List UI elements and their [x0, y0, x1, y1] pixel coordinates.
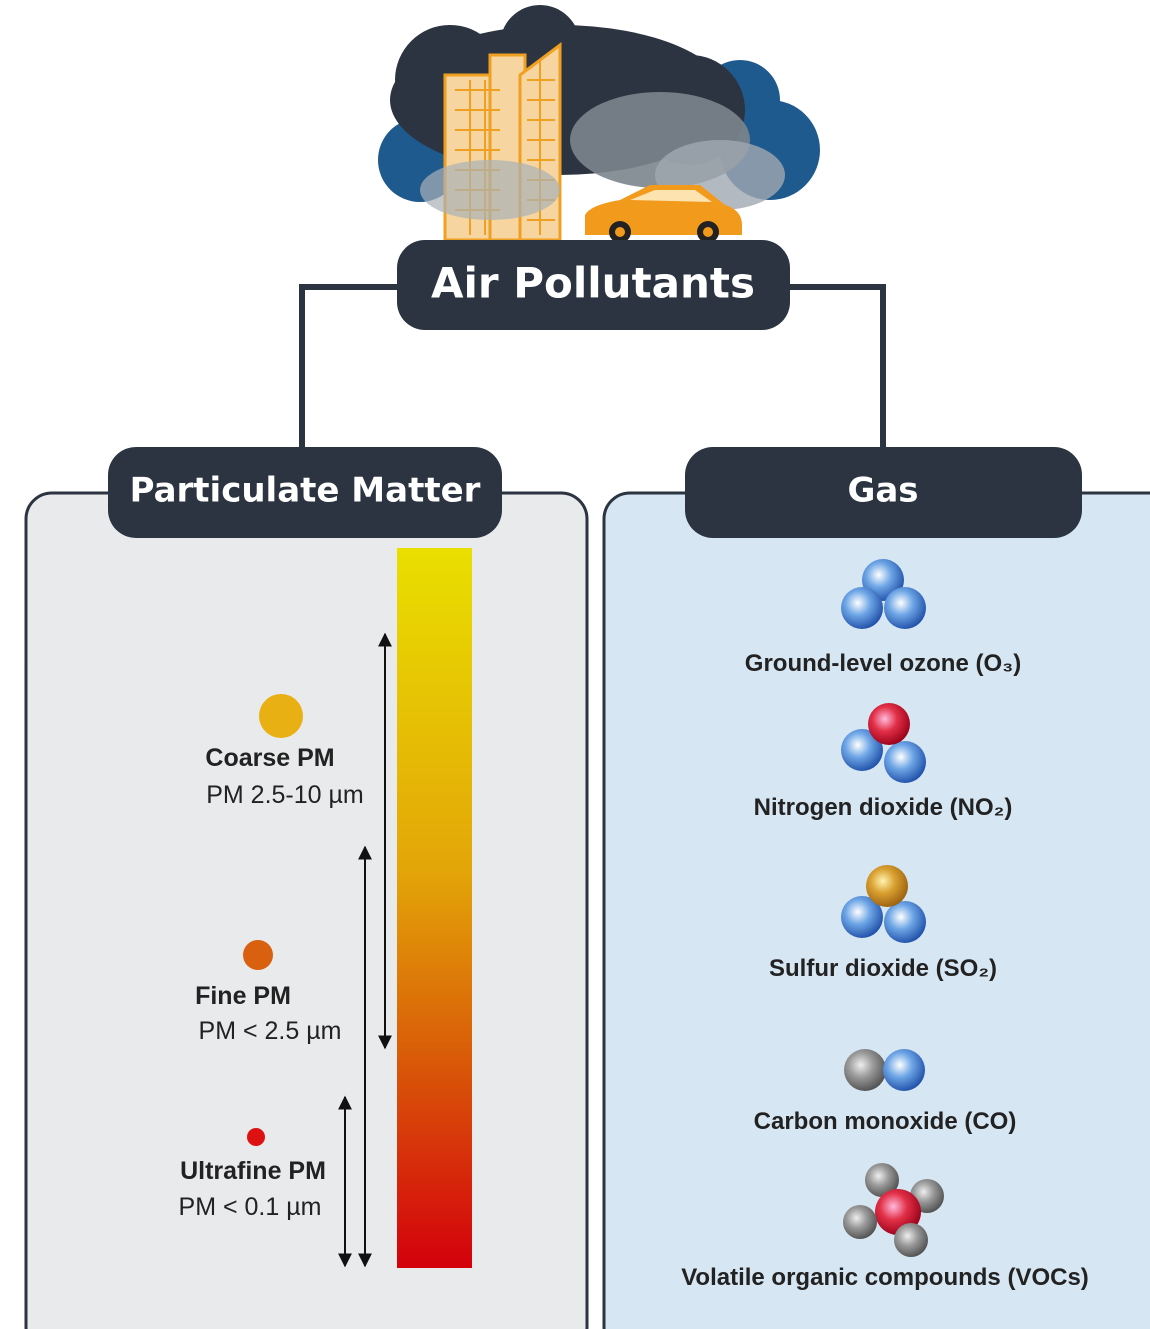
molecule — [841, 703, 926, 783]
size-gradient-bar — [397, 548, 472, 1268]
particle — [243, 940, 273, 970]
pm-size: PM < 0.1 µm — [179, 1193, 322, 1221]
gas-label: Carbon monoxide (CO) — [754, 1108, 1017, 1135]
connector — [299, 284, 886, 452]
pm-heading: Particulate Matter — [130, 471, 481, 511]
pm-name: Coarse PM — [205, 744, 334, 772]
illustration — [378, 5, 820, 243]
gas-label: Volatile organic compounds (VOCs) — [681, 1264, 1089, 1291]
gas-label: Nitrogen dioxide (NO₂) — [754, 794, 1013, 821]
gas-label: Ground-level ozone (O₃) — [745, 650, 1021, 677]
molecule — [841, 559, 926, 629]
pm-size: PM 2.5-10 µm — [206, 781, 364, 809]
molecule — [844, 1049, 925, 1091]
gas-heading: Gas — [847, 471, 918, 511]
size-arrows — [338, 632, 392, 1268]
title-box — [397, 240, 790, 330]
pm-size: PM < 2.5 µm — [199, 1017, 342, 1045]
pm-name: Fine PM — [195, 982, 291, 1010]
title: Air Pollutants — [431, 259, 755, 308]
pm-header-box — [108, 447, 502, 538]
particle — [247, 1128, 265, 1146]
molecule — [843, 1163, 944, 1257]
molecule — [841, 865, 926, 943]
gas-header-box — [685, 447, 1082, 538]
gas-label: Sulfur dioxide (SO₂) — [769, 955, 997, 982]
pm-name: Ultrafine PM — [180, 1157, 326, 1185]
particle — [259, 694, 303, 738]
